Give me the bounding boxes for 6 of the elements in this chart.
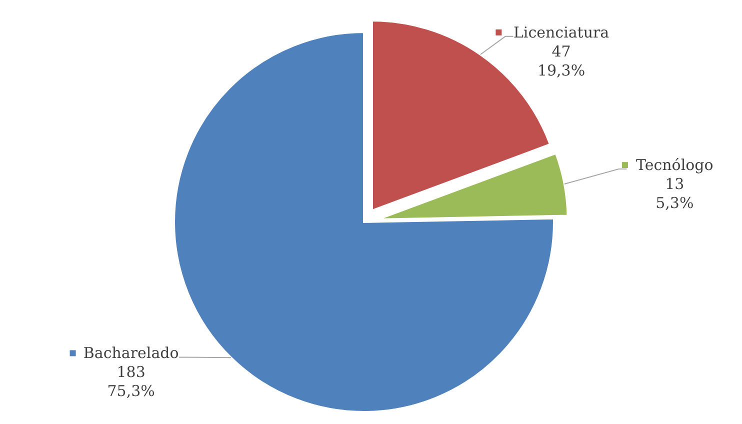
legend-label: Tecnólogo [636, 156, 714, 174]
legend-label: Licenciatura [513, 23, 610, 42]
legend-label: Bacharelado [83, 344, 179, 362]
data-label: 13 5,3% [656, 175, 694, 212]
data-label: 183 75,3% [107, 363, 155, 400]
data-label: 47 19,3% [537, 42, 586, 80]
